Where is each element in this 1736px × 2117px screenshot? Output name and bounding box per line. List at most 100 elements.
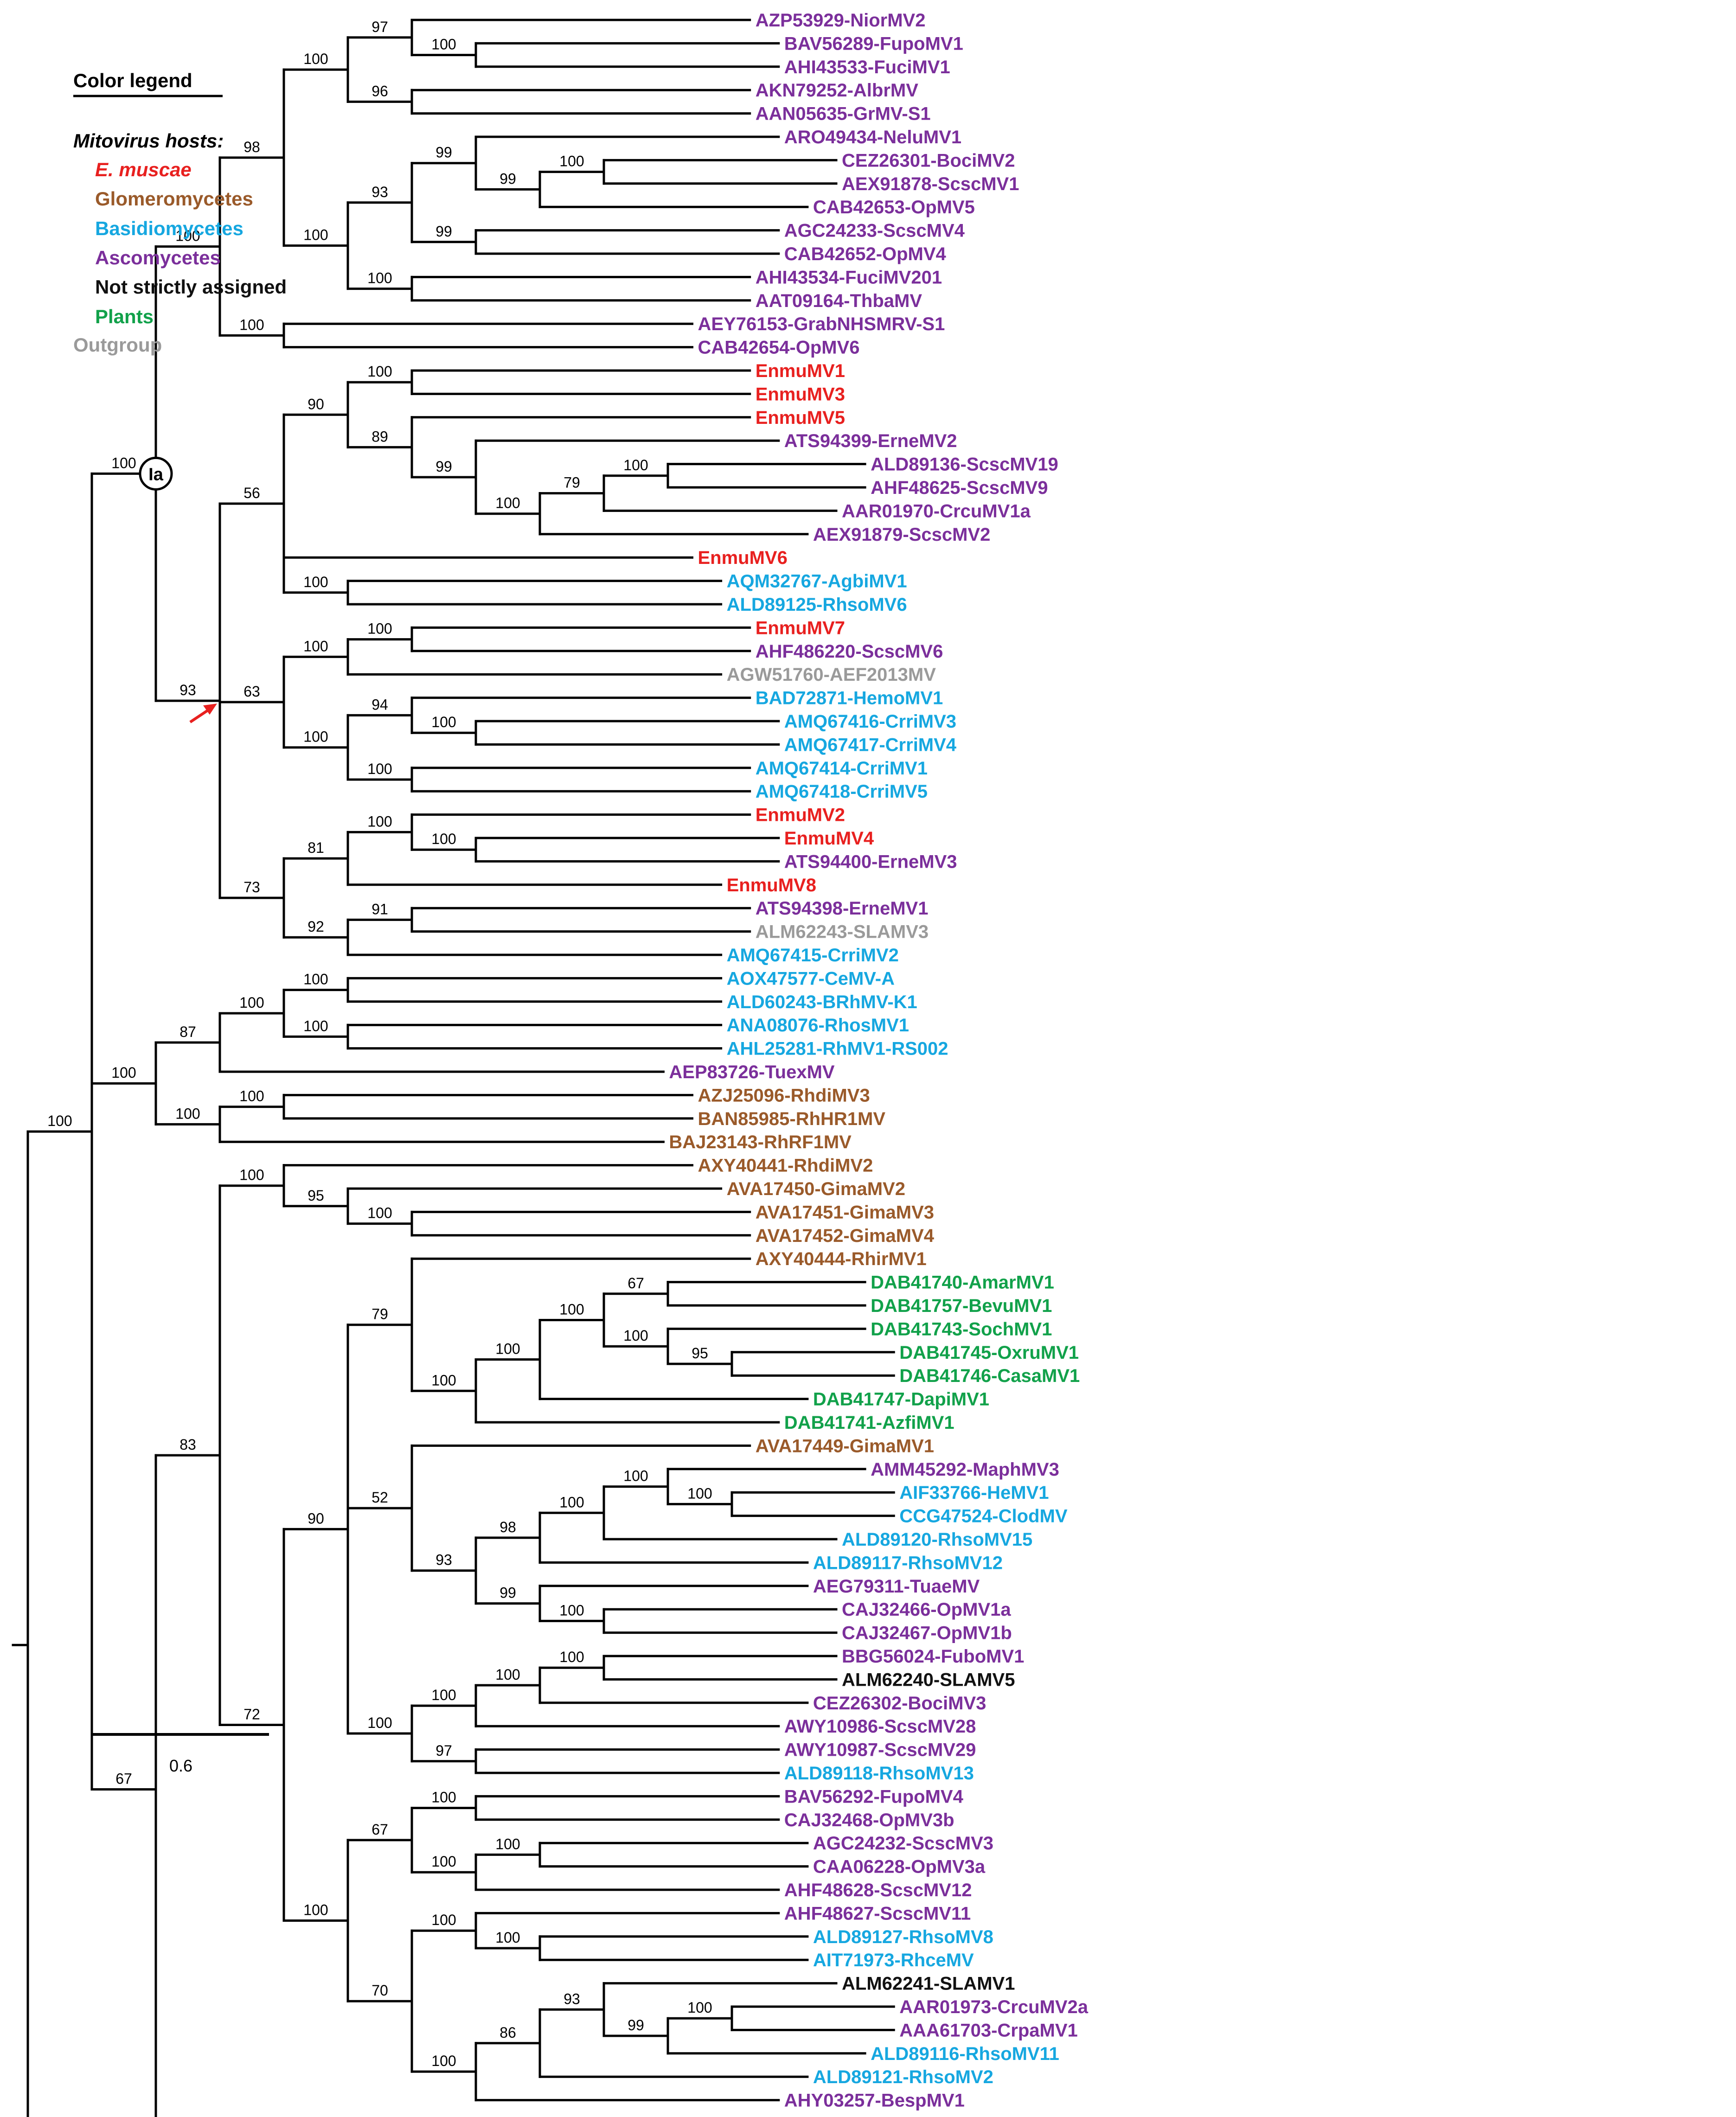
color-legend: Color legend Mitovirus hosts: E. muscae … [73, 70, 287, 356]
tip-label: AAR01970-CrcuMV1a [842, 501, 1031, 521]
tip-label: AWY10986-ScscMV28 [784, 1716, 976, 1737]
legend-entry-emuscae: E. muscae [95, 159, 192, 180]
tip-label: ANA08076-RhosMV1 [727, 1015, 909, 1036]
tip-label: ALM62241-SLAMV1 [842, 1974, 1015, 1994]
tip-label: ALD89136-ScscMV19 [871, 454, 1058, 475]
tip-label: BAD72871-HemoMV1 [756, 688, 943, 709]
tip-label: BAV56289-FupoMV1 [784, 33, 963, 54]
tip-label: DAB41757-BevuMV1 [871, 1296, 1052, 1316]
support-value: 99 [436, 144, 452, 161]
red-arrow-marker [189, 704, 217, 723]
support-value: 100 [367, 1205, 392, 1222]
legend-entry-basidiomycetes: Basidiomycetes [95, 217, 243, 239]
tip-label: ARO49434-NeluMV1 [784, 127, 961, 147]
support-value: 56 [243, 485, 260, 501]
support-value: 93 [179, 682, 196, 698]
support-value: 100 [495, 1929, 520, 1946]
support-value: 87 [179, 1023, 196, 1040]
support-value: 100 [175, 228, 200, 244]
tip-label: AEY76153-GrabNHSMRV-S1 [698, 314, 945, 334]
tip-label: AGC24232-ScscMV3 [813, 1833, 993, 1854]
tip-label: ALD60243-BRhMV-K1 [727, 992, 917, 1012]
support-value: 100 [303, 1902, 328, 1919]
support-value: 72 [243, 1706, 260, 1722]
support-value: 93 [564, 1990, 580, 2007]
tip-label: AEP83726-TuexMV [669, 1062, 835, 1082]
support-value: 91 [372, 901, 388, 917]
tip-label: CEZ26302-BociMV3 [813, 1693, 986, 1714]
tip-label: ATS94399-ErneMV2 [784, 431, 957, 451]
legend-subtitle: Mitovirus hosts: [73, 130, 224, 152]
tip-label: AMQ67418-CrriMV5 [756, 781, 928, 802]
support-value: 99 [436, 223, 452, 240]
tip-label: CEZ26301-BociMV2 [842, 150, 1015, 171]
tip-label: CAB42654-OpMV6 [698, 338, 860, 358]
support-value: 98 [243, 139, 260, 155]
legend-entry-outgroup: Outgroup [73, 334, 162, 356]
legend-entry-plants: Plants [95, 306, 154, 327]
tip-label: AXY40444-RhirMV1 [756, 1249, 927, 1269]
tip-label: EnmuMV6 [698, 548, 788, 568]
support-value: 100 [303, 729, 328, 745]
tip-label: EnmuMV1 [756, 361, 845, 381]
tip-label: ALM62240-SLAMV5 [842, 1669, 1015, 1690]
support-value: 100 [559, 1494, 584, 1510]
support-value: 100 [47, 1113, 72, 1129]
legend-entry-glomeromycetes: Glomeromycetes [95, 188, 253, 210]
tip-label: AAN05635-GrMV-S1 [756, 104, 931, 124]
tip-label: EnmuMV7 [756, 618, 845, 638]
support-value: 73 [243, 879, 260, 895]
support-value: 83 [179, 1436, 196, 1453]
support-value: 67 [372, 1821, 388, 1838]
tip-label: AAA61703-CrpaMV1 [899, 2020, 1078, 2040]
tip-label: AVA17452-GimaMV4 [756, 1226, 935, 1246]
tip-label: EnmuMV2 [756, 805, 845, 825]
support-value: 93 [436, 1552, 452, 1568]
support-value: 100 [303, 574, 328, 590]
support-value: 97 [372, 19, 388, 35]
support-value: 100 [431, 714, 456, 730]
support-value: 100 [559, 1649, 584, 1665]
legend-title: Color legend [73, 70, 192, 91]
tip-label: DAB41745-OxruMV1 [899, 1343, 1079, 1363]
support-value: 100 [431, 1687, 456, 1703]
support-value: 100 [239, 994, 264, 1011]
support-value: 100 [175, 1105, 200, 1122]
tip-label: AHL25281-RhMV1-RS002 [727, 1039, 948, 1059]
tip-label: DAB41746-CasaMV1 [899, 1366, 1080, 1386]
tip-label: AZP53929-NiorMV2 [756, 10, 926, 31]
support-value: 79 [564, 474, 580, 491]
tip-label: ALD89125-RhsoMV6 [727, 595, 907, 615]
support-value: 97 [436, 1742, 452, 1759]
tip-label: AMQ67416-CrriMV3 [784, 711, 956, 732]
tip-label: AHI43534-FuciMV201 [756, 267, 942, 288]
support-value: 81 [307, 839, 324, 856]
tree-labels: 100 100 100 98 100 97 AZP53929-NiorMV2 100 BAV56… [47, 10, 1088, 2117]
tip-label: AIF33766-HeMV1 [899, 1483, 1049, 1503]
tip-label: AHF48627-ScscMV11 [784, 1903, 971, 1924]
scale-bar: 0.6 [93, 1733, 269, 1775]
support-value: 99 [500, 170, 516, 187]
support-value: 100 [495, 1836, 520, 1852]
tip-label: AMQ67417-CrriMV4 [784, 735, 957, 755]
red-arrow-head [203, 704, 217, 715]
tip-label: AAR01973-CrcuMV2a [899, 1997, 1089, 2017]
support-value: 100 [367, 1714, 392, 1731]
support-value: 100 [495, 495, 520, 512]
tip-label: CCG47524-ClodMV [899, 1506, 1068, 1527]
support-value: 63 [243, 683, 260, 700]
tip-label: BAV56292-FupoMV4 [784, 1786, 964, 1807]
tip-label: ATS94398-ErneMV1 [756, 898, 929, 919]
tip-label: AHI43533-FuciMV1 [784, 57, 950, 77]
tip-label: AEX91879-ScscMV2 [813, 524, 990, 545]
legend-entry-not-assigned: Not strictly assigned [95, 276, 287, 298]
support-value: 100 [431, 831, 456, 847]
tip-label: ALD89117-RhsoMV12 [813, 1553, 1003, 1573]
tip-label: BBG56024-FuboMV1 [842, 1646, 1024, 1667]
tip-label: BAJ23143-RhRF1MV [669, 1132, 852, 1152]
support-value: 67 [115, 1771, 132, 1787]
tip-label: CAB42653-OpMV5 [813, 197, 975, 217]
support-value: 100 [687, 1999, 712, 2016]
support-value: 100 [367, 813, 392, 830]
